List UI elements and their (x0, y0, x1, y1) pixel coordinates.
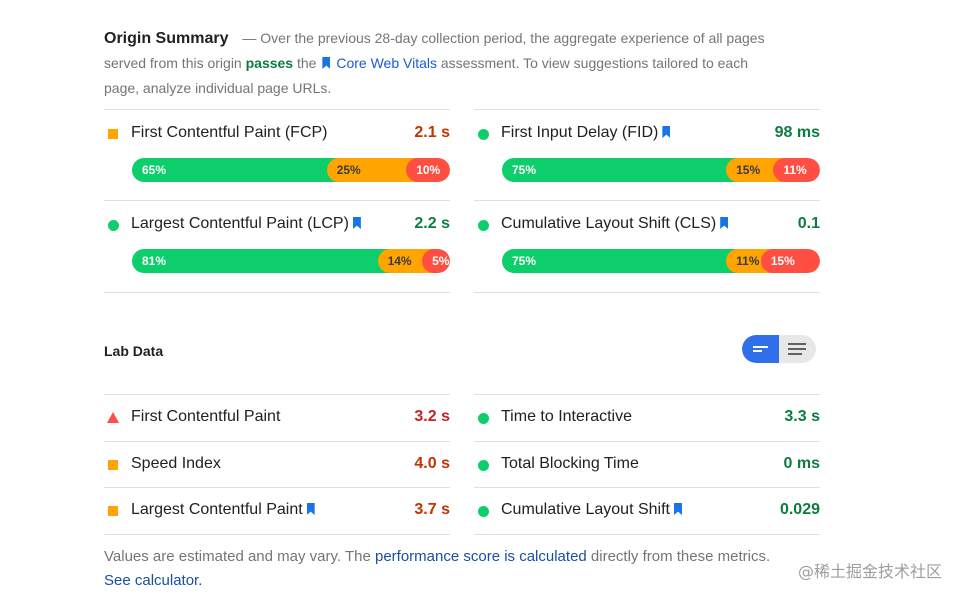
orange-square-icon (108, 460, 118, 470)
green-circle-icon (478, 220, 489, 231)
bookmark-icon (352, 217, 361, 229)
metric-name-text: Speed Index (131, 455, 221, 472)
bar-poor-segment: 10% (406, 158, 450, 182)
metric-name-text: First Contentful Paint (131, 408, 281, 425)
origin-summary-title: Origin Summary (104, 30, 229, 47)
view-toggle[interactable] (742, 335, 816, 363)
green-circle-icon (478, 506, 489, 517)
metric-name: Cumulative Layout Shift (CLS) (501, 215, 734, 233)
summary-view-button[interactable] (742, 335, 779, 363)
metric-name-text: Cumulative Layout Shift (501, 501, 670, 518)
orange-square-icon (108, 129, 118, 139)
metric-value: 3.3 s (784, 408, 820, 425)
metric-name: First Input Delay (FID) (501, 124, 676, 142)
metric-value: 0.029 (779, 501, 820, 518)
field-metric-fid: First Input Delay (FID) 98 ms 75% 15% 11… (474, 109, 820, 201)
field-metric-fcp: First Contentful Paint (FCP) 2.1 s 65% 2… (104, 109, 450, 201)
distribution-bar: 65% 25% 10% (132, 158, 450, 182)
field-metrics-grid: First Contentful Paint (FCP) 2.1 s 65% 2… (104, 109, 820, 293)
metric-value: 2.2 s (414, 215, 450, 232)
bookmark-icon (306, 503, 315, 515)
metric-value: 4.0 s (414, 455, 450, 472)
metric-name-text: Largest Contentful Paint (LCP) (131, 215, 349, 232)
bookmark-icon (673, 503, 682, 515)
origin-summary-the: the (296, 55, 317, 71)
green-circle-icon (478, 413, 489, 424)
lab-metric-fcp: First Contentful Paint 3.2 s (104, 394, 450, 441)
distribution-bar: 75% 11% 15% (502, 249, 820, 273)
lab-metric-speed-index: Speed Index 4.0 s (104, 441, 450, 488)
origin-summary: Origin Summary — Over the previous 28-da… (104, 26, 784, 101)
pass-status: passes (245, 55, 294, 71)
bar-poor-segment: 15% (760, 249, 820, 273)
footer-note: Values are estimated and may vary. The p… (104, 545, 784, 593)
metric-name-text: Cumulative Layout Shift (CLS) (501, 215, 717, 232)
distribution-bar: 75% 15% 11% (502, 158, 820, 182)
metric-name-text: Largest Contentful Paint (131, 501, 303, 518)
field-metric-lcp: Largest Contentful Paint (LCP) 2.2 s 81%… (104, 200, 450, 293)
red-triangle-icon (107, 412, 119, 423)
metric-name: Time to Interactive (501, 408, 632, 426)
bar-good-segment: 75% (502, 249, 739, 273)
bar-poor-segment: 5% (422, 249, 450, 273)
metric-name: First Contentful Paint (FCP) (131, 124, 328, 142)
list-lines-icon-line (788, 348, 806, 350)
compact-lines-icon-line (753, 350, 762, 352)
compact-lines-icon (753, 346, 768, 348)
lab-data-title: Lab Data (104, 343, 164, 359)
metric-name: Largest Contentful Paint (LCP) (131, 215, 367, 233)
metric-name-text: Time to Interactive (501, 408, 633, 425)
lab-metric-tbt: Total Blocking Time 0 ms (474, 441, 820, 488)
core-web-vitals-label: Core Web Vitals (336, 55, 437, 71)
lab-metric-tti: Time to Interactive 3.3 s (474, 394, 820, 441)
field-metric-cls: Cumulative Layout Shift (CLS) 0.1 75% 11… (474, 200, 820, 293)
green-circle-icon (478, 460, 489, 471)
bookmark-icon (720, 217, 729, 229)
see-calculator-link[interactable]: See calculator. (104, 572, 203, 589)
metric-name: First Contentful Paint (131, 408, 280, 426)
footer-text: Values are estimated and may vary. The (104, 548, 371, 565)
footer-text-2: directly from these metrics. (590, 548, 771, 565)
metric-value: 2.1 s (414, 124, 450, 141)
orange-square-icon (108, 506, 118, 516)
metric-name: Largest Contentful Paint (131, 501, 321, 519)
performance-score-link[interactable]: performance score is calculated (374, 548, 587, 565)
core-web-vitals-link[interactable]: Core Web Vitals (320, 55, 437, 71)
list-lines-icon (788, 343, 806, 345)
bar-good-segment: 75% (502, 158, 739, 182)
metric-name: Total Blocking Time (501, 455, 639, 473)
origin-summary-text: — Over the previous 28-day collection pe… (104, 30, 765, 71)
origin-summary-text-after: assessment. To view suggestions tailored… (104, 55, 749, 96)
green-circle-icon (108, 220, 119, 231)
metric-value: 3.2 s (414, 408, 450, 425)
metric-name-text: First Input Delay (FID) (501, 124, 659, 141)
metric-value: 0 ms (783, 455, 820, 472)
bar-good-segment: 81% (132, 249, 390, 273)
bar-poor-segment: 11% (773, 158, 820, 182)
metric-value: 3.7 s (414, 501, 450, 518)
metric-name-text: Total Blocking Time (501, 455, 639, 472)
metric-name: Cumulative Layout Shift (501, 501, 688, 519)
distribution-bar: 81% 14% 5% (132, 249, 450, 273)
lab-metric-lcp: Largest Contentful Paint 3.7 s (104, 487, 450, 535)
watermark: @稀土掘金技术社区 (797, 562, 942, 581)
list-view-button[interactable] (779, 335, 816, 363)
bar-good-segment: 65% (132, 158, 339, 182)
green-circle-icon (478, 129, 489, 140)
metric-name-text: First Contentful Paint (FCP) (131, 124, 328, 141)
metric-value: 98 ms (774, 124, 820, 141)
list-lines-icon-line (788, 353, 802, 355)
metric-name: Speed Index (131, 455, 221, 473)
lab-metric-cls: Cumulative Layout Shift 0.029 (474, 487, 820, 535)
bar-average-segment: 25% (326, 158, 419, 182)
metric-value: 0.1 (797, 215, 820, 232)
bookmark-icon (662, 126, 671, 138)
bookmark-icon (322, 57, 331, 69)
